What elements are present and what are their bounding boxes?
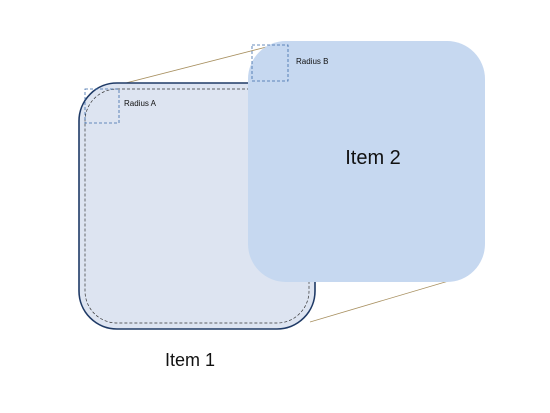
radius-a-guide <box>84 88 120 124</box>
item-2: Radius B Item 2 <box>248 41 485 282</box>
item-2-shape <box>248 41 485 282</box>
radius-b-guide <box>251 44 289 82</box>
radius-a-label: Radius A <box>124 99 157 108</box>
item-1-label: Item 1 <box>165 350 215 370</box>
connector-bottom <box>309 279 453 323</box>
item-2-label: Item 2 <box>345 147 401 169</box>
connector-top <box>121 41 287 85</box>
radius-b-label: Radius B <box>296 57 328 66</box>
